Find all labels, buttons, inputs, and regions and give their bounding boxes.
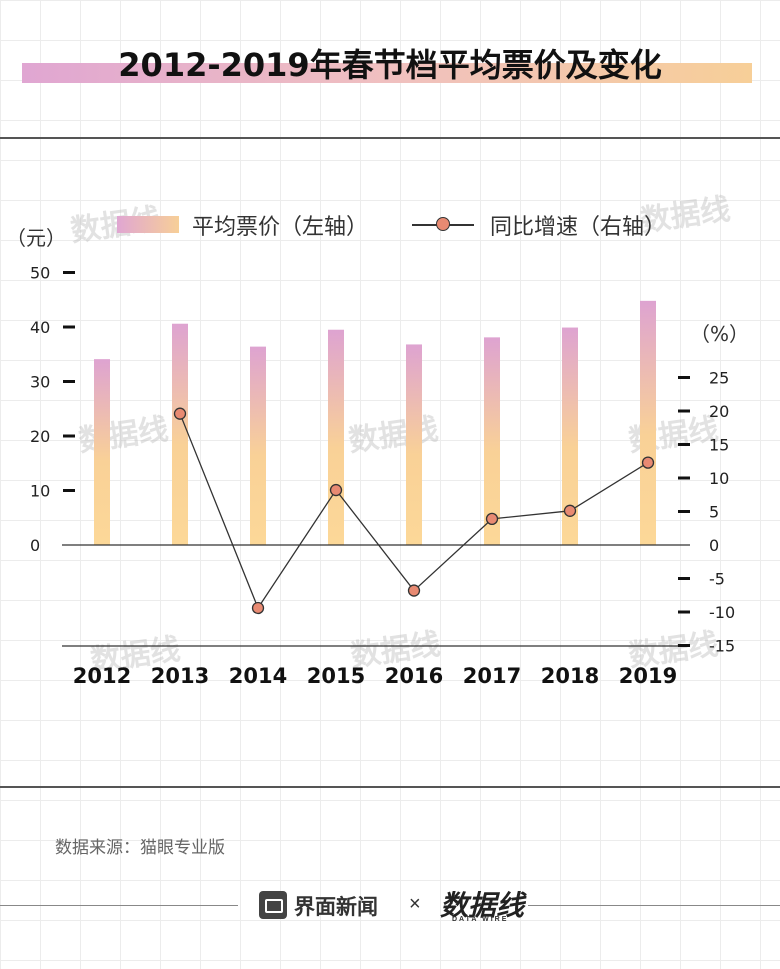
right-tick-label: 25 — [709, 369, 729, 388]
brand-logo-icon — [259, 891, 287, 919]
left-axis-unit: （元） — [6, 226, 66, 250]
bar-2014 — [250, 346, 266, 545]
bar-2015 — [328, 329, 344, 545]
left-tick-label: 30 — [30, 373, 50, 392]
bar-2013 — [172, 323, 188, 545]
chart-legend: 平均票价（左轴） 同比增速（右轴） — [0, 205, 780, 241]
x-tick-label: 2019 — [619, 664, 677, 688]
right-axis-unit: （%） — [690, 322, 750, 346]
bottom-divider — [0, 786, 780, 788]
x-tick-label: 2013 — [151, 664, 209, 688]
right-tick-label: 0 — [709, 536, 719, 555]
growth-point-2019 — [641, 456, 655, 469]
x-tick-label: 2017 — [463, 664, 521, 688]
growth-point-2016 — [407, 584, 421, 597]
left-tick-label: 0 — [30, 536, 40, 555]
right-tick-label: -15 — [709, 637, 735, 656]
x-tick-label: 2018 — [541, 664, 599, 688]
bar-2018 — [562, 327, 578, 545]
legend-line-label: 同比增速（右轴） — [490, 215, 667, 240]
right-tick-label: -10 — [709, 603, 735, 622]
brand-name: 界面新闻 — [294, 895, 378, 919]
bar-2012 — [94, 359, 110, 545]
chart-title: 2012-2019年春节档平均票价及变化 — [118, 46, 662, 84]
left-tick-label: 40 — [30, 318, 50, 337]
growth-point-2015 — [329, 483, 343, 497]
growth-point-2014 — [251, 601, 265, 615]
bar-2019 — [640, 300, 656, 545]
source-note: 数据来源：猫眼专业版 — [55, 838, 225, 858]
right-tick-label: 15 — [709, 436, 729, 455]
growth-point-2013 — [173, 407, 187, 420]
legend-bar-label: 平均票价（左轴） — [192, 215, 369, 240]
footer-divider-left — [0, 905, 238, 906]
left-tick-label: 10 — [30, 482, 50, 501]
partner-logo-subtitle: DATA WIRE — [452, 916, 509, 923]
x-tick-label: 2012 — [73, 664, 131, 688]
growth-point-2018 — [563, 504, 577, 517]
left-tick-label: 20 — [30, 427, 50, 446]
right-tick-label: 20 — [709, 402, 729, 421]
legend-bar-swatch — [117, 216, 179, 233]
times-sign: × — [409, 893, 421, 915]
bar-2017 — [484, 337, 500, 545]
x-tick-label: 2014 — [229, 664, 287, 688]
right-tick-label: 10 — [709, 469, 729, 488]
legend-marker-icon — [436, 217, 450, 231]
x-tick-label: 2015 — [307, 664, 365, 688]
top-divider — [0, 137, 780, 139]
bar-2016 — [406, 344, 422, 545]
right-tick-label: 5 — [709, 503, 719, 522]
growth-point-2017 — [485, 512, 499, 526]
partner-logo: 数据线 — [440, 889, 525, 922]
x-tick-label: 2016 — [385, 664, 443, 688]
title-highlight-band — [22, 63, 752, 83]
footer-divider-right — [528, 905, 780, 906]
left-tick-label: 50 — [30, 264, 50, 283]
right-tick-label: -5 — [709, 570, 725, 589]
